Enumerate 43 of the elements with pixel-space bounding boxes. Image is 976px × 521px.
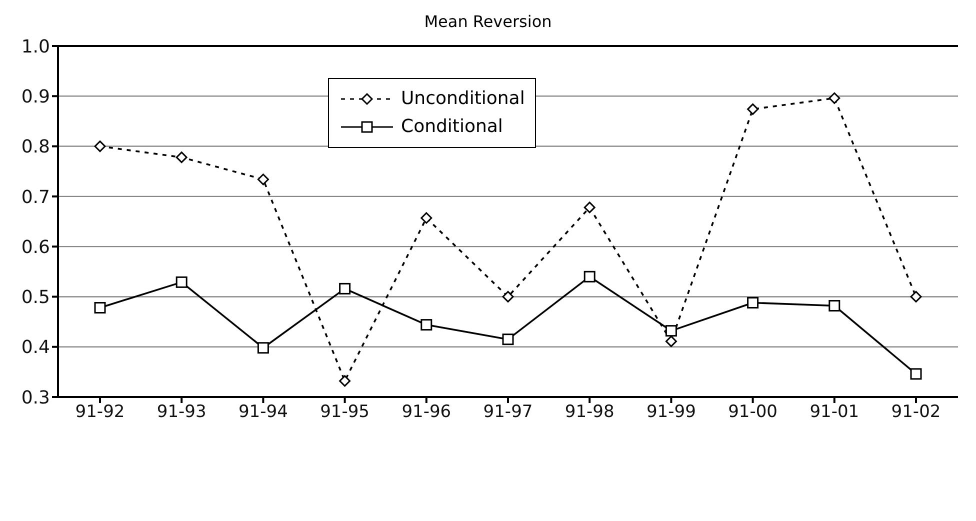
y-tick-label: 0.5 bbox=[21, 287, 50, 308]
point bbox=[94, 302, 106, 314]
point bbox=[420, 212, 432, 224]
x-tick-label: 91-00 bbox=[728, 402, 778, 422]
legend-label: Unconditional bbox=[401, 87, 525, 111]
x-tick-label: 91-96 bbox=[402, 402, 452, 422]
x-tick-label: 91-99 bbox=[646, 402, 696, 422]
point bbox=[747, 296, 759, 308]
y-tick-label: 0.7 bbox=[21, 186, 50, 208]
x-tick-label: 91-02 bbox=[891, 402, 941, 422]
y-tick-label: 1.0 bbox=[21, 36, 50, 58]
point bbox=[420, 319, 432, 331]
point bbox=[828, 300, 840, 312]
point bbox=[176, 276, 188, 288]
x-tick-label: 91-01 bbox=[810, 402, 860, 422]
x-tick-label: 91-94 bbox=[238, 402, 288, 422]
y-tick-label: 0.4 bbox=[21, 337, 50, 358]
point bbox=[502, 290, 514, 302]
point bbox=[584, 270, 596, 282]
point bbox=[257, 174, 269, 186]
y-tick-label: 0.9 bbox=[21, 86, 50, 108]
point bbox=[339, 282, 351, 294]
point bbox=[828, 92, 840, 104]
x-tick-label: 91-97 bbox=[483, 402, 533, 422]
point bbox=[665, 325, 677, 337]
point bbox=[94, 140, 106, 152]
x-tick-label: 91-98 bbox=[564, 402, 614, 422]
y-tick-label: 0.8 bbox=[21, 136, 50, 158]
chart-title: Mean Reversion bbox=[423, 12, 553, 31]
y-tick-label: 0.6 bbox=[21, 236, 50, 258]
point bbox=[665, 336, 677, 348]
legend-label: Conditional bbox=[401, 115, 503, 139]
x-tick-label: 91-93 bbox=[156, 402, 206, 422]
x-tick-label: 91-92 bbox=[75, 402, 125, 422]
y-tick-label: 0.3 bbox=[21, 387, 50, 408]
point bbox=[584, 202, 596, 214]
point bbox=[502, 334, 514, 346]
x-tick-label: 91-95 bbox=[320, 402, 370, 422]
point bbox=[257, 342, 269, 354]
point bbox=[910, 290, 922, 302]
point bbox=[910, 368, 922, 380]
point bbox=[176, 152, 188, 164]
point bbox=[339, 375, 351, 387]
